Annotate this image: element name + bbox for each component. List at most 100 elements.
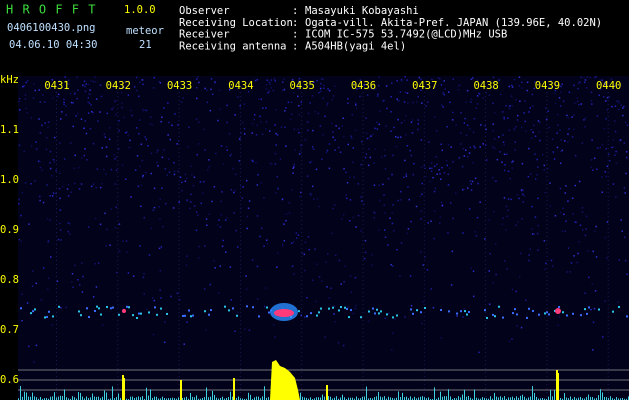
noise-dot	[254, 114, 256, 116]
noise-dot	[511, 104, 513, 107]
signal-bar	[176, 398, 177, 400]
noise-dot	[315, 300, 317, 303]
noise-dot	[472, 161, 474, 164]
signal-bar	[76, 398, 77, 400]
noise-dot	[517, 221, 519, 223]
noise-dot	[549, 87, 551, 89]
noise-dot	[74, 91, 76, 94]
noise-dot	[562, 100, 565, 102]
signal-bar	[580, 396, 581, 400]
signal-bar	[228, 397, 229, 400]
echo-dot	[346, 308, 348, 311]
noise-dot	[483, 81, 485, 83]
noise-dot	[577, 252, 579, 255]
noise-dot	[605, 175, 608, 178]
noise-dot	[220, 145, 223, 147]
signal-bar	[60, 395, 61, 400]
signal-bar	[208, 397, 209, 400]
noise-dot	[217, 119, 219, 122]
noise-dot	[357, 183, 360, 185]
noise-dot	[584, 117, 587, 120]
signal-bar	[90, 397, 91, 400]
noise-dot	[165, 202, 167, 205]
noise-dot	[463, 307, 465, 310]
noise-dot	[150, 172, 152, 175]
noise-dot	[571, 136, 574, 138]
noise-dot	[367, 320, 370, 322]
noise-dot	[298, 80, 300, 82]
noise-dot	[105, 155, 108, 158]
noise-dot	[326, 102, 329, 104]
signal-bar	[412, 398, 413, 400]
signal-bar	[96, 396, 97, 400]
noise-dot	[452, 111, 454, 114]
noise-dot	[350, 135, 352, 137]
signal-bar	[186, 396, 187, 400]
noise-dot	[46, 184, 48, 186]
noise-dot	[508, 105, 511, 107]
noise-dot	[468, 208, 471, 210]
signal-bar	[430, 398, 431, 400]
noise-dot	[189, 207, 191, 210]
noise-dot	[270, 87, 273, 89]
noise-dot	[24, 98, 27, 100]
noise-dot	[47, 126, 49, 129]
noise-dot	[325, 151, 328, 153]
noise-dot	[234, 330, 236, 333]
signal-bar	[442, 396, 443, 400]
noise-dot	[145, 138, 148, 141]
noise-dot	[284, 110, 286, 112]
signal-bar	[204, 397, 205, 400]
noise-dot	[347, 143, 349, 146]
info-value: A504HB(yagi 4el)	[305, 40, 406, 52]
freq-label: 1.0	[0, 174, 19, 186]
noise-dot	[606, 257, 608, 259]
noise-dot	[332, 207, 334, 210]
noise-dot	[242, 186, 244, 188]
signal-bar	[376, 396, 377, 400]
signal-bar	[428, 397, 429, 400]
freq-label: 1.1	[0, 124, 19, 136]
noise-dot	[58, 80, 61, 82]
noise-dot	[582, 229, 584, 231]
signal-bar	[406, 396, 407, 400]
noise-dot	[611, 105, 613, 108]
signal-bar	[408, 398, 409, 400]
signal-bar	[134, 397, 135, 400]
signal-bar	[46, 398, 47, 400]
noise-dot	[493, 147, 496, 149]
noise-dot	[143, 293, 145, 295]
noise-dot	[391, 82, 393, 84]
signal-bar	[50, 396, 51, 400]
noise-dot	[590, 159, 593, 161]
echo-dot	[378, 312, 380, 315]
noise-dot	[557, 324, 560, 327]
noise-dot	[395, 145, 398, 148]
noise-dot	[35, 344, 38, 347]
noise-dot	[318, 276, 321, 278]
noise-dot	[576, 261, 578, 264]
noise-dot	[310, 83, 313, 86]
noise-dot	[326, 104, 328, 106]
noise-dot	[445, 159, 448, 162]
noise-dot	[560, 85, 562, 88]
noise-dot	[443, 80, 445, 82]
noise-dot	[530, 129, 533, 131]
noise-dot	[526, 89, 528, 92]
noise-dot	[492, 282, 494, 284]
noise-dot	[504, 164, 506, 166]
noise-dot	[101, 324, 104, 326]
noise-dot	[430, 288, 432, 290]
noise-dot	[185, 264, 188, 266]
noise-dot	[259, 235, 261, 238]
noise-dot	[550, 80, 552, 82]
signal-bar	[84, 398, 85, 400]
noise-dot	[601, 176, 603, 178]
noise-dot	[123, 116, 125, 119]
noise-dot	[38, 89, 40, 91]
noise-dot	[430, 162, 433, 164]
echo-dot	[252, 306, 254, 309]
noise-dot	[574, 102, 576, 104]
signal-bar	[192, 396, 193, 400]
noise-dot	[511, 338, 513, 340]
